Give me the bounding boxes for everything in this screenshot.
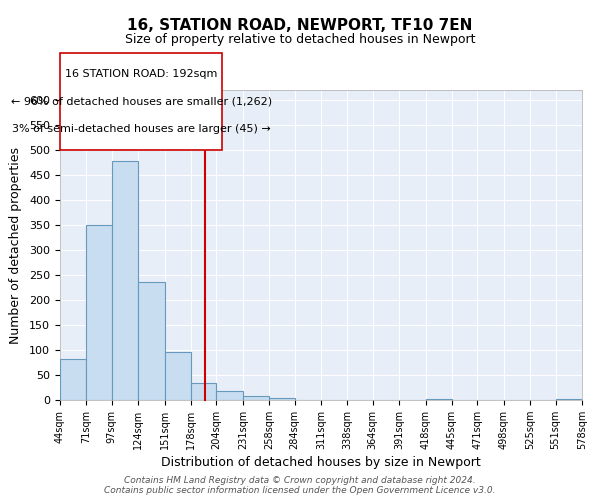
Bar (243, 396, 269, 400)
Bar (86, 225, 112, 400)
Bar (556, 399, 582, 400)
Bar (60, 358, 86, 400)
Text: 16, STATION ROAD, NEWPORT, TF10 7EN: 16, STATION ROAD, NEWPORT, TF10 7EN (127, 18, 473, 32)
X-axis label: Distribution of detached houses by size in Newport: Distribution of detached houses by size … (161, 456, 481, 469)
Bar (269, 398, 295, 400)
Text: Contains HM Land Registry data © Crown copyright and database right 2024.
Contai: Contains HM Land Registry data © Crown c… (104, 476, 496, 495)
Bar (112, 161, 138, 400)
Bar (164, 352, 191, 400)
Bar (138, 282, 164, 400)
Y-axis label: Number of detached properties: Number of detached properties (9, 146, 22, 344)
Text: Size of property relative to detached houses in Newport: Size of property relative to detached ho… (125, 32, 475, 46)
Bar (217, 391, 243, 400)
Text: 16 STATION ROAD: 192sqm: 16 STATION ROAD: 192sqm (65, 69, 217, 79)
Text: ← 96% of detached houses are smaller (1,262): ← 96% of detached houses are smaller (1,… (11, 96, 272, 106)
Bar (191, 382, 217, 400)
Bar (425, 399, 452, 400)
Text: 3% of semi-detached houses are larger (45) →: 3% of semi-detached houses are larger (4… (12, 124, 271, 134)
